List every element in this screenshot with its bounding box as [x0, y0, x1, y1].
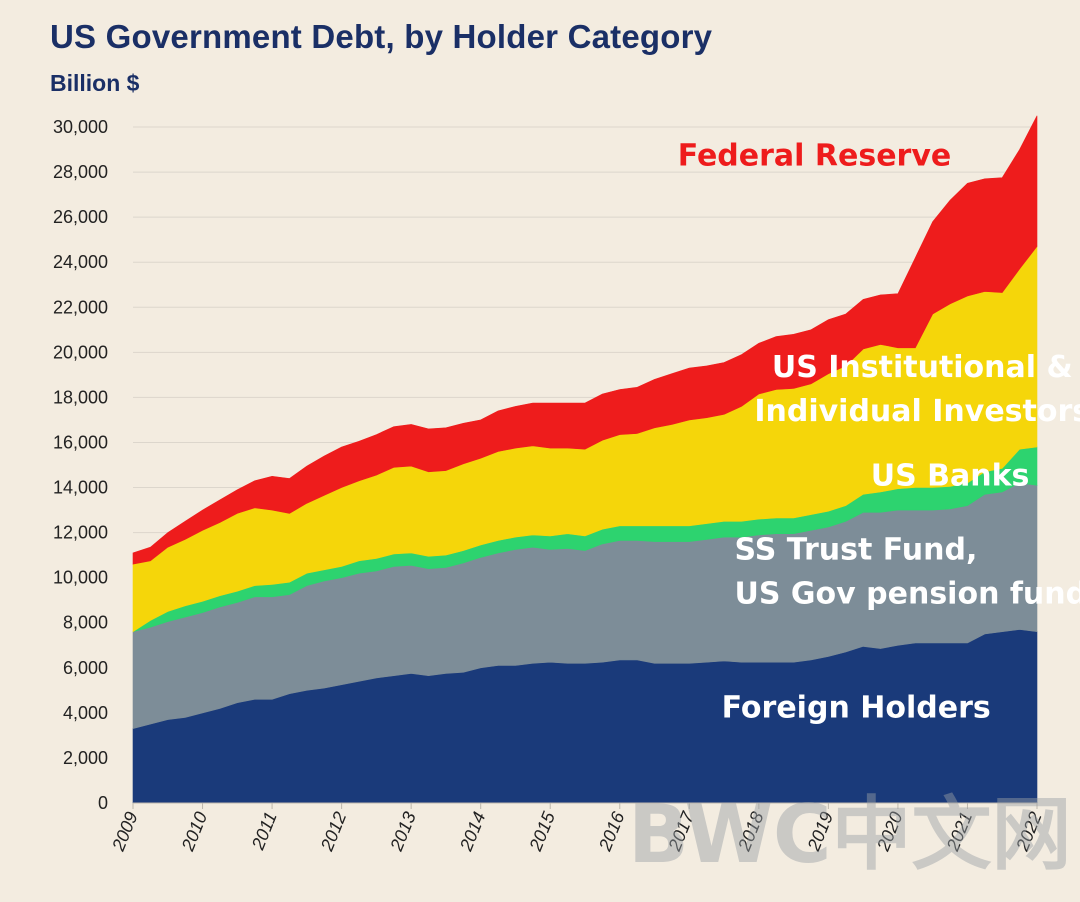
series-label-federal-reserve: Federal Reserve: [678, 138, 952, 173]
watermark-text: BWC中文网: [628, 788, 1072, 881]
series-label-us-institutional-individual-investors: Individual Investors: [754, 394, 1080, 429]
series-label-us-institutional-individual-investors: US Institutional &: [772, 350, 1073, 385]
x-tick-label: 2011: [247, 809, 280, 853]
x-tick-label: 2010: [177, 809, 211, 855]
area-series-federal-reserve: [132, 115, 1038, 565]
area-series-group: [132, 115, 1038, 804]
y-tick-label: 10,000: [53, 568, 108, 588]
x-tick-label: 2016: [595, 808, 629, 854]
y-tick-label: 4,000: [63, 703, 108, 723]
y-axis-unit-label: Billion $: [50, 70, 140, 96]
y-tick-label: 30,000: [53, 117, 108, 137]
y-tick-label: 0: [98, 793, 108, 813]
y-tick-label: 6,000: [63, 658, 108, 678]
series-label-ss-trust-fund-us-gov-pension-funds: US Gov pension funds: [735, 577, 1080, 612]
y-tick-label: 8,000: [63, 613, 108, 633]
y-tick-label: 26,000: [53, 207, 108, 227]
y-tick-label: 18,000: [53, 387, 108, 407]
y-tick-label: 12,000: [53, 523, 108, 543]
series-label-foreign-holders: Foreign Holders: [722, 690, 991, 725]
x-tick-label: 2012: [316, 809, 350, 855]
x-tick-label: 2014: [455, 809, 489, 855]
y-tick-label: 24,000: [53, 252, 108, 272]
series-label-us-banks: US Banks: [871, 458, 1030, 493]
chart-title: US Government Debt, by Holder Category: [50, 18, 713, 55]
y-tick-label: 16,000: [53, 432, 108, 452]
x-tick-label: 2015: [525, 808, 559, 854]
series-label-ss-trust-fund-us-gov-pension-funds: SS Trust Fund,: [735, 533, 978, 568]
y-tick-label: 22,000: [53, 297, 108, 317]
y-tick-label: 28,000: [53, 162, 108, 182]
y-tick-label: 2,000: [63, 748, 108, 768]
y-tick-label: 14,000: [53, 478, 108, 498]
y-tick-label: 20,000: [53, 342, 108, 362]
series-labels: Federal Reserve US Institutional & Individ…: [678, 138, 1080, 725]
x-tick-label: 2013: [386, 809, 420, 855]
x-tick-label: 2009: [108, 809, 142, 855]
